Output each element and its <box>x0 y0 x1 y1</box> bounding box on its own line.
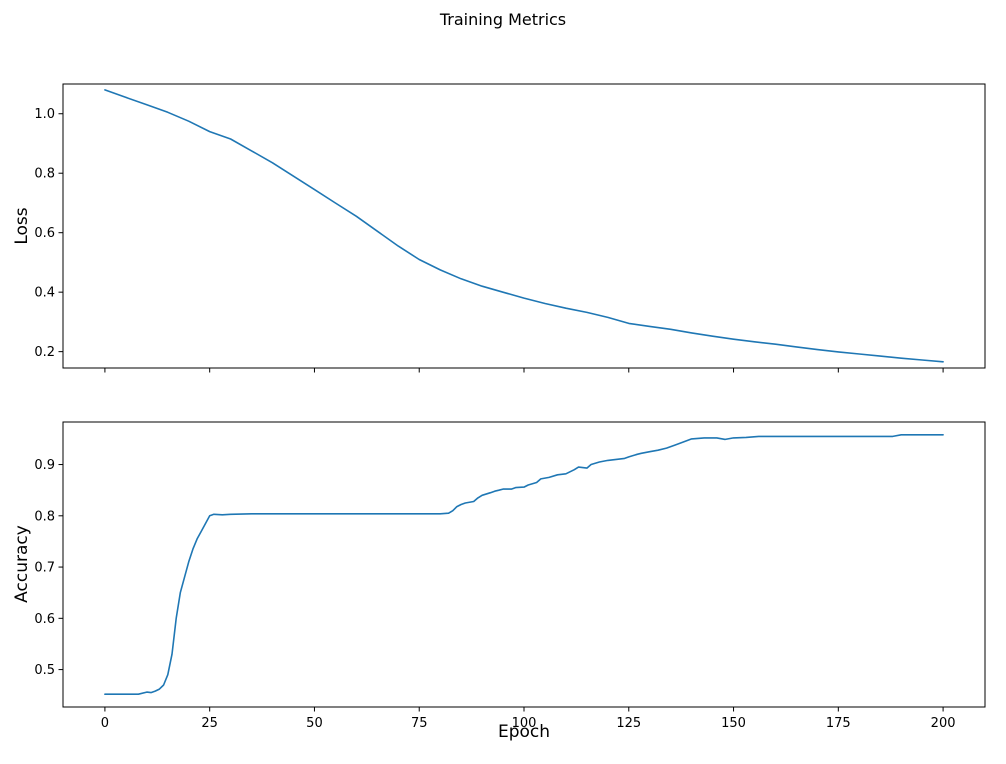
accuracy-y-tick-label: 0.6 <box>34 612 55 627</box>
accuracy-x-tick-label: 0 <box>101 716 109 731</box>
loss-y-tick-label: 0.2 <box>34 345 55 360</box>
accuracy-y-tick-label: 0.8 <box>34 509 55 524</box>
loss-y-tick-label: 0.6 <box>34 226 55 241</box>
loss-y-axis-label: Loss <box>12 207 32 245</box>
accuracy-axes-spines <box>62 421 986 708</box>
accuracy-chart-svg: 0 25 50 75 100 125 150 175 200 0.5 0.6 0.7 0.8 0.9 <box>34 421 986 731</box>
accuracy-x-tick-label: 25 <box>201 716 218 731</box>
accuracy-y-axis-label: Accuracy <box>12 525 32 603</box>
figure-title: Training Metrics <box>439 10 567 29</box>
accuracy-x-tick-label: 175 <box>826 716 851 731</box>
loss-series-line <box>104 89 944 363</box>
accuracy-x-tick-label: 100 <box>512 716 537 731</box>
loss-y-tick-label: 0.4 <box>34 286 55 301</box>
accuracy-x-tick-label: 125 <box>616 716 641 731</box>
loss-chart-svg: 0.2 0.4 0.6 0.8 1.0 <box>34 83 986 373</box>
accuracy-x-tick-label: 200 <box>931 716 956 731</box>
accuracy-y-tick-label: 0.5 <box>34 663 55 678</box>
accuracy-y-tick-label: 0.9 <box>34 458 55 473</box>
accuracy-y-tick-label: 0.7 <box>34 561 55 576</box>
epoch-x-axis-label: Epoch <box>497 722 551 742</box>
loss-y-tick-label: 1.0 <box>34 107 55 122</box>
accuracy-x-tick-label: 75 <box>411 716 428 731</box>
loss-y-tick-label: 0.8 <box>34 167 55 182</box>
accuracy-series-line <box>104 434 944 696</box>
accuracy-x-tick-label: 150 <box>721 716 746 731</box>
accuracy-x-tick-label: 50 <box>306 716 323 731</box>
